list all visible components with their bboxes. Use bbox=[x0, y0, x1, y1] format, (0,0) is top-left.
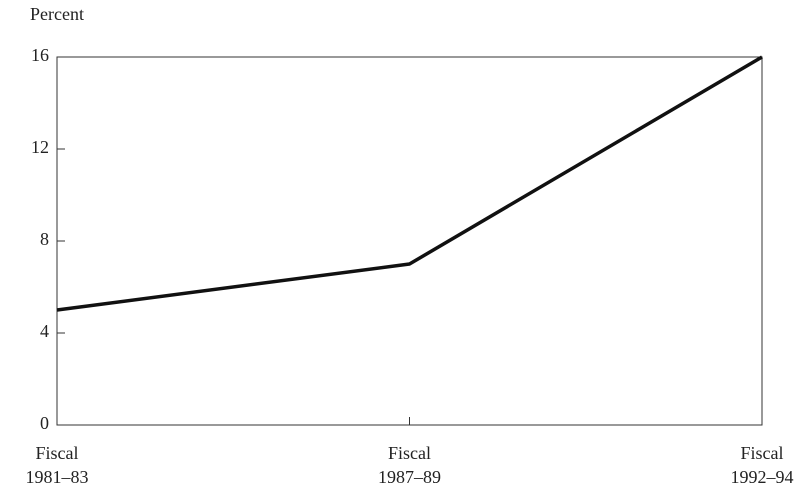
y-tick-label: 0 bbox=[40, 413, 49, 433]
y-tick-label: 12 bbox=[31, 137, 49, 157]
y-tick-label: 8 bbox=[40, 229, 49, 249]
y-tick-label: 4 bbox=[40, 321, 49, 341]
x-tick-label: Fiscal 1981–83 bbox=[25, 443, 89, 487]
x-tick-label: Fiscal 1992–94 bbox=[730, 443, 794, 487]
x-tick-label: Fiscal 1987–89 bbox=[378, 443, 441, 487]
y-axis-label: Percent bbox=[30, 4, 84, 24]
plot-frame bbox=[56, 56, 763, 426]
y-tick-label: 16 bbox=[31, 45, 49, 65]
data-line bbox=[56, 55, 763, 312]
